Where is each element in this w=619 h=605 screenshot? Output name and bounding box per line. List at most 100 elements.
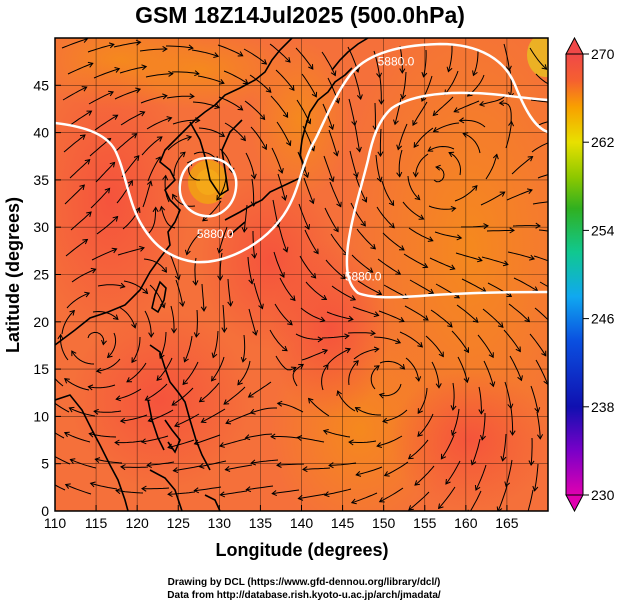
streamline bbox=[122, 207, 140, 230]
streamline bbox=[440, 434, 455, 460]
streamline bbox=[115, 133, 137, 152]
streamline bbox=[91, 248, 117, 261]
streamline-arrow bbox=[322, 348, 329, 355]
streamline-arrow bbox=[478, 100, 485, 107]
streamline-arrow bbox=[412, 172, 419, 178]
streamline-arrow bbox=[354, 407, 361, 413]
colorbar-tick-label: 230 bbox=[591, 487, 615, 503]
streamline-arrow bbox=[400, 93, 407, 100]
streamline-arrow bbox=[194, 117, 201, 124]
streamline bbox=[300, 307, 325, 322]
streamline bbox=[143, 258, 167, 273]
streamline-arrow bbox=[240, 135, 246, 142]
streamline-arrow bbox=[265, 87, 272, 93]
streamline bbox=[454, 185, 478, 202]
streamline bbox=[506, 189, 533, 201]
streamline bbox=[481, 413, 486, 440]
streamline bbox=[218, 226, 228, 253]
colorbar-tick-label: 262 bbox=[591, 134, 615, 150]
streamline-arrow bbox=[356, 94, 363, 101]
streamline bbox=[444, 70, 459, 95]
streamline bbox=[448, 152, 462, 176]
streamline-arrow bbox=[500, 455, 507, 462]
streamline bbox=[532, 201, 548, 205]
streamline-arrow bbox=[119, 282, 126, 289]
streamline-arrow bbox=[414, 194, 421, 201]
streamline-arrow bbox=[309, 198, 315, 205]
streamline bbox=[399, 45, 403, 73]
streamline bbox=[481, 256, 509, 266]
streamline-arrow bbox=[412, 120, 418, 126]
streamline bbox=[485, 154, 498, 180]
streamline-arrow bbox=[144, 395, 151, 401]
streamline bbox=[349, 440, 377, 443]
streamline-arrow bbox=[472, 317, 479, 323]
streamline bbox=[250, 126, 267, 150]
streamline-arrow bbox=[336, 201, 342, 208]
streamline-arrow bbox=[101, 339, 107, 346]
streamline-arrow bbox=[214, 103, 221, 109]
streamline-arrow bbox=[159, 353, 165, 360]
streamline bbox=[435, 283, 460, 299]
streamline bbox=[408, 491, 430, 511]
streamline-arrow bbox=[139, 245, 145, 252]
streamline bbox=[407, 175, 421, 200]
streamline-arrow bbox=[376, 176, 383, 183]
streamline-arrow bbox=[447, 321, 453, 328]
streamline-arrow bbox=[285, 140, 292, 147]
streamline-arrow bbox=[417, 408, 423, 415]
streamline bbox=[461, 278, 487, 293]
streamline-arrow bbox=[242, 78, 249, 85]
streamline-arrow bbox=[296, 435, 303, 441]
streamline-arrow bbox=[192, 280, 199, 286]
streamline bbox=[475, 464, 487, 491]
streamline bbox=[292, 363, 304, 387]
streamline bbox=[199, 460, 227, 468]
streamline-arrow bbox=[167, 443, 173, 450]
streamline-arrow bbox=[305, 118, 312, 125]
streamline bbox=[70, 211, 92, 231]
streamline-arrow bbox=[156, 375, 163, 382]
streamline-arrow bbox=[290, 366, 297, 372]
streamline bbox=[297, 151, 309, 178]
chart-title: GSM 18Z14Jul2025 (500.0hPa) bbox=[135, 2, 465, 28]
streamline bbox=[401, 71, 407, 99]
streamline bbox=[201, 408, 226, 423]
streamline bbox=[356, 228, 376, 250]
streamline bbox=[529, 47, 547, 70]
streamline bbox=[535, 73, 548, 85]
x-tick-label: 130 bbox=[208, 515, 232, 531]
streamline-arrow bbox=[463, 347, 470, 354]
streamline bbox=[156, 357, 173, 381]
streamline-arrow bbox=[471, 184, 478, 191]
streamline bbox=[160, 206, 176, 229]
streamline-arrow bbox=[313, 248, 319, 255]
streamline-arrow bbox=[438, 351, 444, 358]
streamline bbox=[536, 411, 541, 439]
streamline-arrow bbox=[328, 124, 335, 131]
streamline bbox=[398, 149, 403, 177]
streamline-arrow bbox=[108, 90, 114, 97]
streamline-arrow bbox=[297, 494, 304, 501]
streamline-arrow bbox=[350, 498, 357, 505]
y-axis-ticks: 0 5 10 15 20 25 30 35 40 45 bbox=[33, 77, 61, 519]
streamline bbox=[95, 458, 123, 464]
streamline bbox=[459, 119, 486, 128]
streamline bbox=[415, 153, 429, 177]
streamline bbox=[116, 388, 142, 400]
streamline bbox=[347, 332, 376, 334]
streamline bbox=[120, 466, 149, 468]
colorbar-tick-label: 270 bbox=[591, 46, 615, 62]
streamline bbox=[480, 191, 505, 206]
colorbar-gradient bbox=[565, 53, 584, 496]
streamline-arrow bbox=[428, 288, 435, 294]
streamline-arrow bbox=[432, 110, 439, 117]
streamline-arrow bbox=[395, 338, 402, 344]
streamline bbox=[88, 384, 116, 389]
streamline-arrow bbox=[489, 381, 496, 388]
streamline-arrow bbox=[360, 220, 366, 227]
streamline bbox=[538, 229, 548, 232]
streamline bbox=[298, 493, 326, 500]
streamline-arrow bbox=[496, 506, 503, 511]
streamline-arrow bbox=[322, 429, 329, 435]
